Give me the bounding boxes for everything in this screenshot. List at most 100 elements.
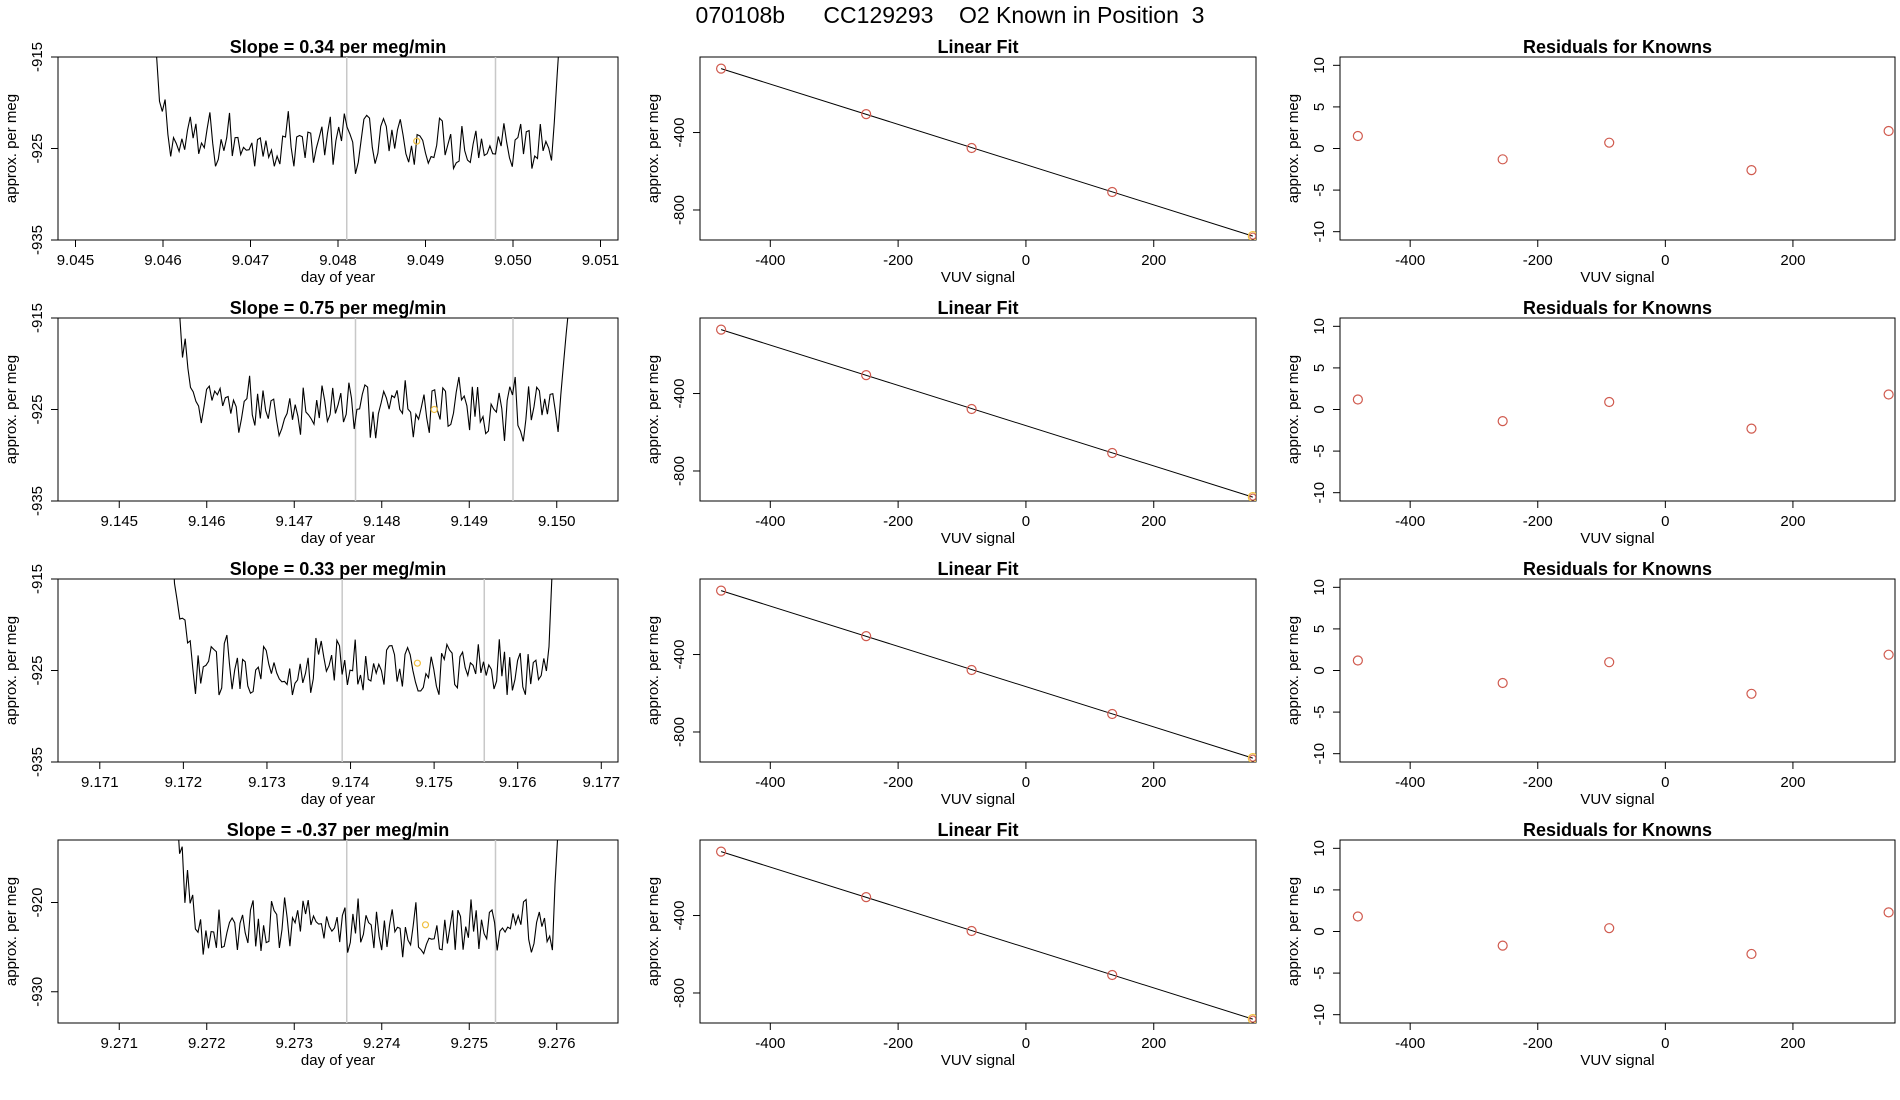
y-tick-label: -915: [29, 564, 46, 594]
x-tick-label: 0: [1661, 513, 1669, 530]
x-tick-label: 9.271: [100, 1035, 138, 1052]
data-point: [1352, 394, 1363, 405]
y-tick-label: 5: [1311, 364, 1328, 372]
x-tick-label: 9.175: [415, 774, 453, 791]
y-tick-label: -5: [1311, 444, 1328, 457]
x-tick-label: 0: [1661, 774, 1669, 791]
x-axis-label: VUV signal: [1580, 791, 1654, 808]
data-point-overlay: [1249, 1015, 1256, 1023]
y-axis-label: approx. per meg: [645, 94, 662, 203]
plot-frame: [699, 839, 1257, 1024]
y-tick-label: 0: [1311, 405, 1328, 413]
data-point: [861, 370, 872, 381]
data-point: [1497, 154, 1508, 165]
x-tick-label: 200: [1780, 774, 1805, 791]
plot-frame: [57, 578, 619, 763]
x-axis-label: VUV signal: [941, 791, 1015, 808]
y-tick-label: -10: [1311, 1004, 1328, 1026]
plot-panel-linear_fit-2: Linear Fit -400 -200 0 200 VUV signal -800 -400…: [645, 559, 1257, 808]
plot-panel-residuals-1: Residuals for Knowns -400 -200 0 200 VUV sign…: [1285, 298, 1896, 547]
plot-title: Residuals for Knowns: [1523, 820, 1712, 840]
x-tick-label: -400: [755, 513, 785, 530]
x-axis-label: VUV signal: [941, 530, 1015, 547]
plot-title: Slope = 0.75 per meg/min: [230, 298, 447, 318]
page-title: 070108b CC129293 O2 Known in Position 3: [695, 2, 1205, 28]
plot-frame: [699, 56, 1257, 241]
plot-area: [715, 63, 1256, 240]
data-point-overlay: [1249, 754, 1256, 762]
plot-frame: [1339, 56, 1896, 241]
x-axis-label: VUV signal: [1580, 530, 1654, 547]
x-tick-label: 200: [1141, 513, 1166, 530]
y-tick-label: -10: [1311, 221, 1328, 243]
y-tick-label: -5: [1311, 966, 1328, 979]
plot-panel-linear_fit-0: Linear Fit -400 -200 0 200 VUV signal -800 -400…: [645, 37, 1257, 286]
x-tick-label: -200: [883, 1035, 913, 1052]
plot-area: [1352, 649, 1894, 699]
data-point-overlay: [1249, 232, 1256, 240]
plot-frame: [1339, 317, 1896, 502]
y-tick-label: -400: [671, 640, 688, 670]
plot-title: Linear Fit: [937, 37, 1018, 57]
data-point: [1746, 948, 1757, 960]
x-tick-label: -400: [1395, 1035, 1425, 1052]
x-tick-label: 9.149: [450, 513, 488, 530]
x-tick-label: 9.146: [188, 513, 226, 530]
x-axis-label: VUV signal: [1580, 1052, 1654, 1069]
y-tick-label: -800: [671, 978, 688, 1008]
data-point: [1352, 655, 1363, 666]
plot-frame: [57, 56, 619, 241]
y-tick-label: 0: [1311, 666, 1328, 674]
x-tick-label: 200: [1780, 252, 1805, 269]
y-tick-label: 0: [1311, 927, 1328, 935]
plot-area: [1352, 389, 1894, 434]
series-line: [178, 840, 559, 958]
x-axis-label: day of year: [301, 530, 375, 547]
x-tick-label: -200: [1523, 252, 1553, 269]
data-point: [1604, 657, 1615, 668]
x-tick-label: -200: [1523, 774, 1553, 791]
y-axis-label: approx. per meg: [1285, 616, 1302, 725]
plot-frame: [57, 317, 619, 502]
x-tick-label: -400: [1395, 774, 1425, 791]
x-tick-label: -400: [1395, 252, 1425, 269]
y-tick-label: -800: [671, 195, 688, 225]
x-tick-label: 0: [1022, 252, 1030, 269]
y-axis-label: approx. per meg: [1285, 355, 1302, 464]
x-axis-label: VUV signal: [941, 1052, 1015, 1069]
data-point: [1107, 969, 1118, 981]
y-axis-label: approx. per meg: [1285, 94, 1302, 203]
y-tick-label: -915: [29, 303, 46, 333]
highlight-point: [413, 137, 421, 145]
plot-panel-residuals-3: Residuals for Knowns -400 -200 0 200 VUV sign…: [1285, 820, 1896, 1069]
plot-title: Linear Fit: [937, 559, 1018, 579]
y-tick-label: -10: [1311, 482, 1328, 504]
data-point: [1604, 923, 1615, 934]
data-point: [966, 664, 977, 676]
fit-line: [720, 329, 1253, 498]
plot-area: [1352, 907, 1894, 960]
plot-panel-linear_fit-1: Linear Fit -400 -200 0 200 VUV signal -800 -400…: [645, 298, 1257, 547]
x-tick-label: 200: [1141, 774, 1166, 791]
y-tick-label: -935: [29, 747, 46, 777]
data-point-overlay: [1249, 493, 1256, 501]
plot-title: Residuals for Knowns: [1523, 559, 1712, 579]
x-tick-label: 9.148: [363, 513, 401, 530]
y-tick-label: -935: [29, 225, 46, 255]
plot-panel-timeseries-1: Slope = 0.75 per meg/min 9.145 9.146 9.147 9…: [3, 298, 619, 547]
data-point: [1497, 940, 1508, 951]
y-axis-label: approx. per meg: [3, 616, 20, 725]
data-point: [861, 631, 872, 642]
data-point: [1107, 447, 1118, 459]
data-point: [1107, 708, 1118, 720]
y-tick-label: -400: [671, 901, 688, 931]
x-tick-label: 9.177: [583, 774, 621, 791]
y-tick-label: -925: [29, 394, 46, 424]
y-axis-label: approx. per meg: [645, 355, 662, 464]
y-tick-label: -800: [671, 456, 688, 486]
fit-line: [720, 68, 1253, 237]
x-tick-label: -400: [755, 1035, 785, 1052]
plot-title: Residuals for Knowns: [1523, 37, 1712, 57]
plot-area: [179, 318, 569, 501]
plot-title: Linear Fit: [937, 820, 1018, 840]
